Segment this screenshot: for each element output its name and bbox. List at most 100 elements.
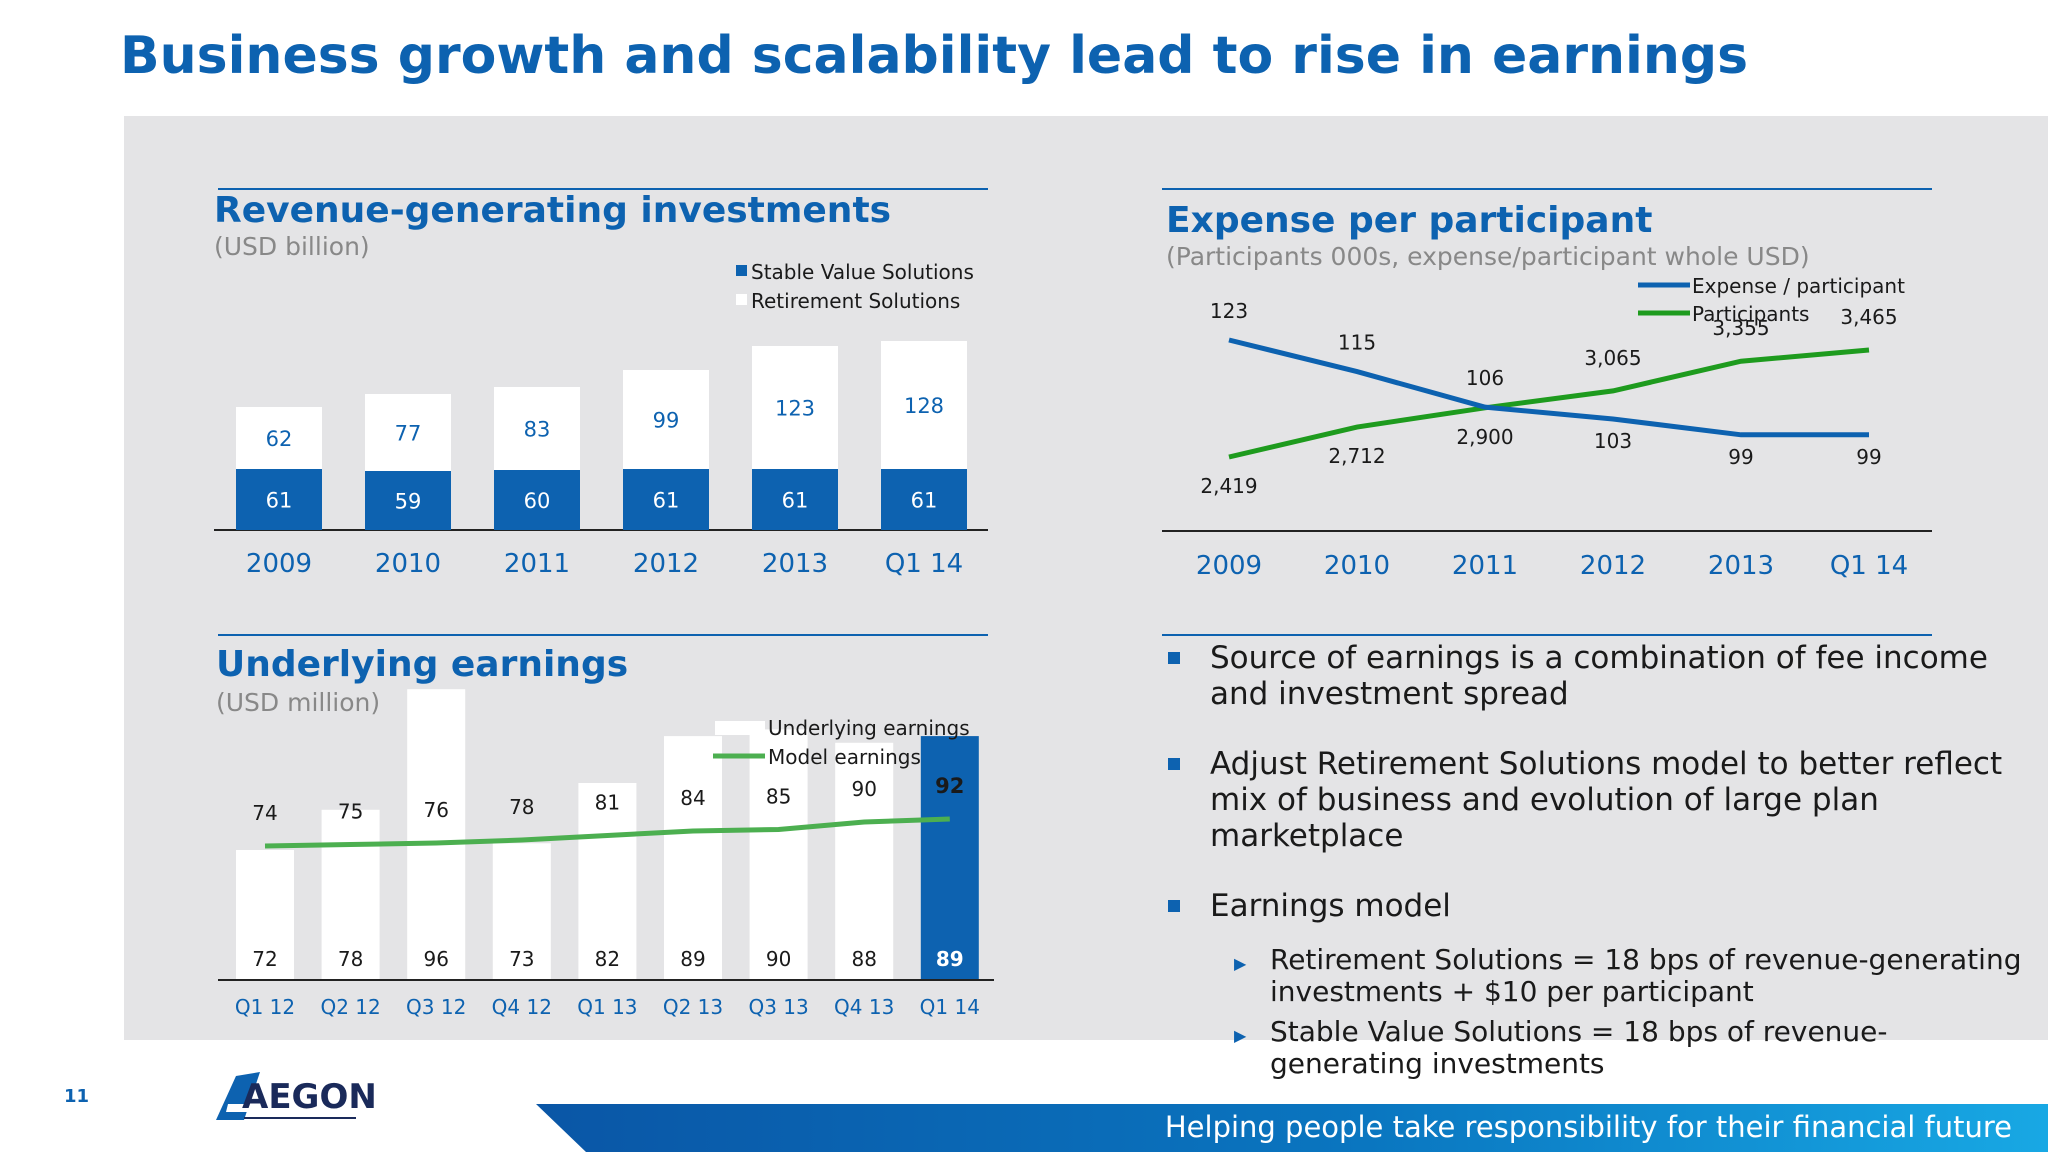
- x-tick-label: Q2 13: [663, 995, 723, 1019]
- data-label-model: 75: [338, 800, 363, 824]
- bar-underlying-earnings: [492, 843, 551, 980]
- x-tick-label: 2012: [1580, 551, 1646, 581]
- data-label-retirement: 128: [904, 394, 944, 418]
- triangle-bullet-icon: ▶: [1234, 1026, 1247, 1045]
- bullet-marker: [1168, 652, 1180, 664]
- x-tick-label: 2013: [1708, 551, 1774, 581]
- bar-underlying-earnings: [578, 783, 637, 980]
- data-label-stable-value: 61: [653, 489, 680, 513]
- x-tick-label: Q4 13: [834, 995, 894, 1019]
- data-label-retirement: 99: [653, 409, 680, 433]
- legend-label-underlying: Underlying earnings: [768, 716, 970, 740]
- footer-tagline: Helping people take responsibility for t…: [1164, 1110, 2012, 1144]
- data-label-expense: 99: [1856, 445, 1881, 469]
- footer-band: [536, 1104, 2048, 1152]
- x-tick-label: Q3 13: [748, 995, 808, 1019]
- x-tick-label: 2010: [375, 549, 441, 579]
- data-label-participants: 3,065: [1584, 346, 1641, 370]
- legend-label-expense: Expense / participant: [1692, 274, 1905, 298]
- x-tick-label: Q3 12: [406, 995, 466, 1019]
- bar-stable-value-solutions: [494, 470, 580, 530]
- logo-text: AEGON: [242, 1077, 374, 1117]
- sub-bullet-text: Retirement Solutions = 18 bps of revenue…: [1270, 943, 2022, 1008]
- series-line-participants: [1228, 347, 1870, 460]
- legend-label-model: Model earnings: [768, 745, 921, 769]
- chart3-subtitle: (USD million): [216, 688, 381, 717]
- bar-underlying-earnings: [664, 736, 722, 980]
- data-label-retirement: 77: [395, 422, 422, 446]
- series-line-model-earnings: [264, 816, 950, 849]
- data-label-model: 76: [423, 798, 448, 822]
- series-line-expense-per-participant: [1228, 337, 1869, 438]
- data-label-expense: 123: [1210, 299, 1248, 323]
- x-tick-label: Q1 14: [885, 549, 963, 579]
- data-label-stable-value: 61: [911, 489, 938, 513]
- x-tick-label: Q1 12: [235, 995, 295, 1019]
- data-label-participants: 3,355: [1712, 316, 1769, 340]
- data-label-stable-value: 59: [395, 490, 422, 514]
- chart2-title: Expense per participant: [1166, 200, 1653, 241]
- bar-underlying-earnings: [835, 742, 894, 980]
- triangle-bullet-icon: ▶: [1234, 954, 1247, 973]
- data-label-retirement: 62: [266, 427, 293, 451]
- data-label-participants: 2,712: [1328, 444, 1385, 468]
- bullet-item: Earnings model: [1162, 888, 2022, 924]
- bar-retirement-solutions: [236, 407, 322, 469]
- x-tick-label: Q4 12: [492, 995, 552, 1019]
- data-label-model: 81: [595, 791, 620, 815]
- bar-retirement-solutions: [752, 346, 838, 469]
- legend-label-stable-value: Stable Value Solutions: [751, 260, 974, 284]
- data-label-underlying: 89: [936, 947, 964, 971]
- bar-underlying-earnings: [321, 809, 380, 980]
- bullet-text: Earnings model: [1210, 888, 1451, 924]
- bullet-item: Source of earnings is a combination of f…: [1162, 640, 2022, 712]
- data-label-underlying: 78: [338, 947, 363, 971]
- bullets-rule: [1162, 634, 1932, 636]
- legend-label-retirement: Retirement Solutions: [751, 289, 960, 313]
- bar-stable-value-solutions: [881, 469, 967, 530]
- data-label-stable-value: 61: [782, 489, 809, 513]
- bullet-text: Adjust Retirement Solutions model to bet…: [1210, 746, 2003, 854]
- bar-stable-value-solutions: [365, 471, 451, 530]
- data-label-underlying: 82: [595, 947, 620, 971]
- data-label-expense: 99: [1728, 445, 1753, 469]
- sub-bullet-text: Stable Value Solutions = 18 bps of reven…: [1270, 1015, 1888, 1080]
- data-label-expense: 106: [1466, 366, 1504, 390]
- legend-swatch-underlying: [715, 721, 765, 735]
- bar-underlying-earnings: [749, 729, 808, 980]
- data-label-stable-value: 61: [266, 489, 293, 513]
- x-tick-label: 2011: [504, 549, 570, 579]
- data-label-underlying: 90: [766, 947, 791, 971]
- bar-underlying-earnings: [920, 736, 979, 980]
- chart1-title: Revenue-generating investments: [214, 190, 892, 231]
- bullet-text: Source of earnings is a combination of f…: [1210, 640, 1988, 712]
- bullet-list: Source of earnings is a combination of f…: [1162, 640, 2022, 1102]
- data-label-participants: 3,465: [1840, 305, 1897, 329]
- data-label-retirement: 83: [524, 418, 551, 442]
- data-label-model: 92: [935, 774, 964, 798]
- data-label-participants: 2,419: [1200, 474, 1257, 498]
- data-label-participants: 2,900: [1456, 425, 1513, 449]
- chart1-rule: [218, 188, 988, 190]
- sub-bullet-item: ▶ Retirement Solutions = 18 bps of reven…: [1162, 944, 2022, 1008]
- x-tick-label: 2009: [1196, 551, 1262, 581]
- data-label-stable-value: 60: [524, 489, 551, 513]
- chart3-title: Underlying earnings: [216, 644, 629, 685]
- legend-label-participants: Participants: [1692, 302, 1809, 326]
- x-tick-label: 2009: [246, 549, 312, 579]
- data-label-model: 90: [851, 777, 876, 801]
- sub-bullet-item: ▶ Stable Value Solutions = 18 bps of rev…: [1162, 1016, 2022, 1080]
- page-number: 11: [64, 1086, 90, 1107]
- bar-retirement-solutions: [365, 394, 451, 471]
- bar-underlying-earnings: [407, 689, 466, 980]
- x-tick-label: Q1 14: [1830, 551, 1908, 581]
- data-label-underlying: 72: [252, 947, 277, 971]
- bar-retirement-solutions: [881, 341, 967, 469]
- chart2-rule: [1162, 188, 1932, 190]
- chart1-subtitle: (USD billion): [214, 232, 370, 261]
- bar-stable-value-solutions: [236, 469, 322, 530]
- bar-retirement-solutions: [494, 387, 580, 470]
